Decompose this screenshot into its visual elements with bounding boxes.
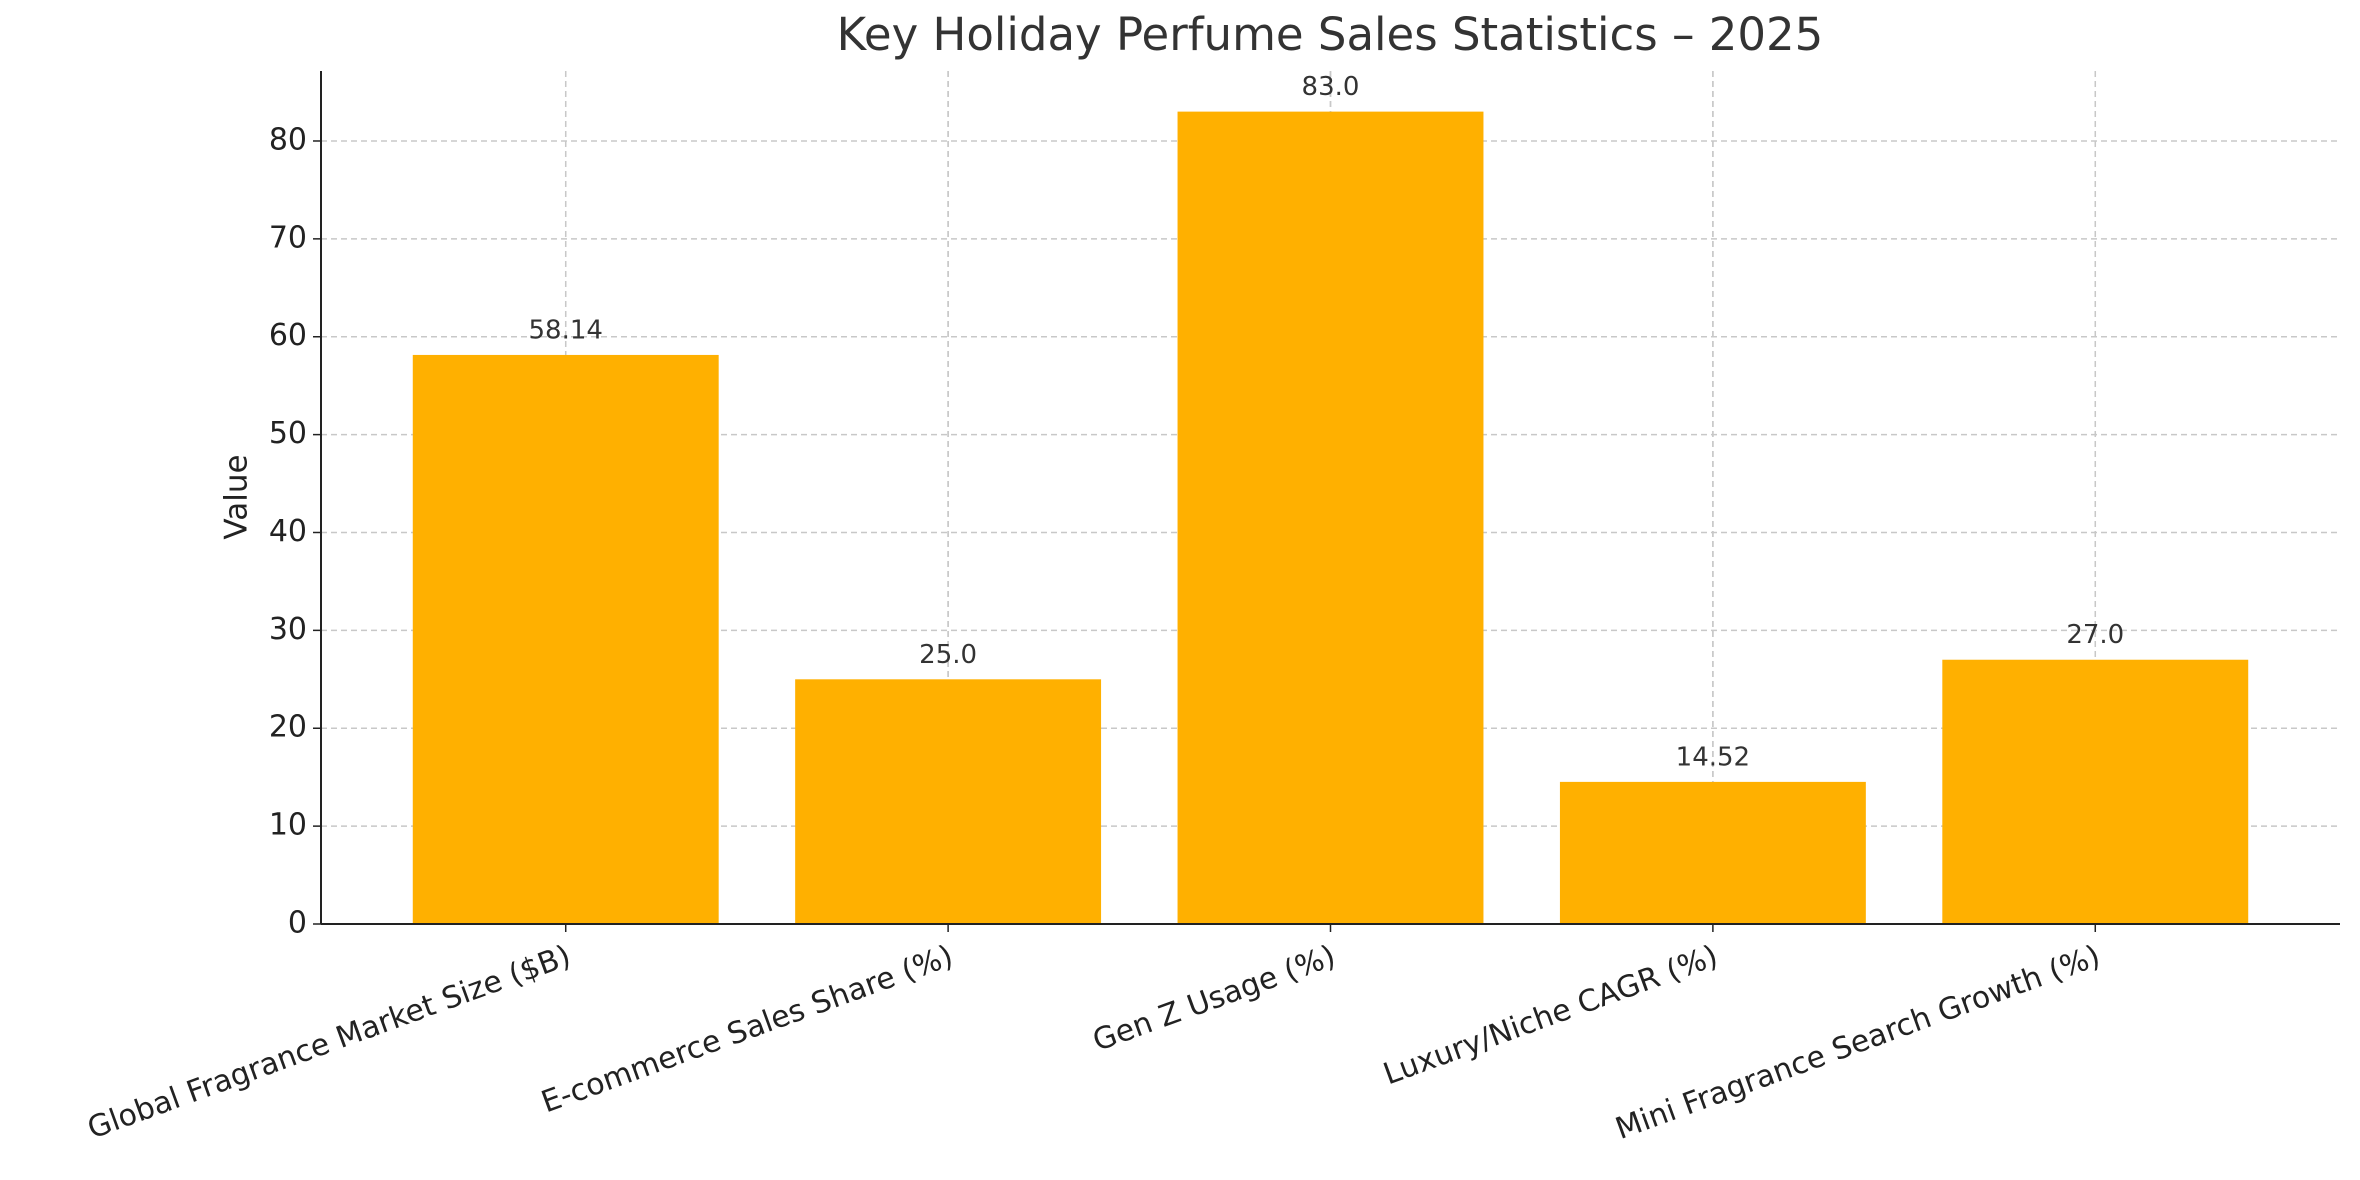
- value-label: 83.0: [1302, 72, 1360, 102]
- bar: [1942, 659, 2249, 924]
- bar: [795, 679, 1102, 924]
- bar: [1559, 781, 1866, 924]
- y-tick-label: 50: [269, 416, 307, 451]
- value-label: 14.52: [1676, 742, 1750, 772]
- y-tick-label: 60: [269, 318, 307, 353]
- value-label: 58.14: [529, 315, 603, 345]
- y-axis-label: Value: [219, 454, 255, 539]
- bar: [1177, 111, 1484, 925]
- value-label: 27.0: [2066, 620, 2124, 650]
- y-tick-label: 80: [269, 122, 307, 157]
- x-tick-label: Global Fragrance Market Size ($B): [83, 939, 575, 1147]
- y-tick-label: 10: [269, 808, 307, 843]
- x-tick-label: Luxury/Niche CAGR (%): [1379, 939, 1723, 1093]
- y-tick-label: 40: [269, 514, 307, 549]
- y-tick-label: 70: [269, 220, 307, 255]
- x-tick-label: Gen Z Usage (%): [1088, 939, 1340, 1059]
- y-tick-label: 0: [288, 906, 307, 941]
- value-label: 25.0: [919, 640, 977, 670]
- y-tick-label: 30: [269, 612, 307, 647]
- x-tick-label: E-commerce Sales Share (%): [537, 939, 958, 1121]
- bar: [412, 354, 719, 924]
- chart-title: Key Holiday Perfume Sales Statistics – 2…: [837, 8, 1824, 61]
- y-tick-label: 20: [269, 710, 307, 745]
